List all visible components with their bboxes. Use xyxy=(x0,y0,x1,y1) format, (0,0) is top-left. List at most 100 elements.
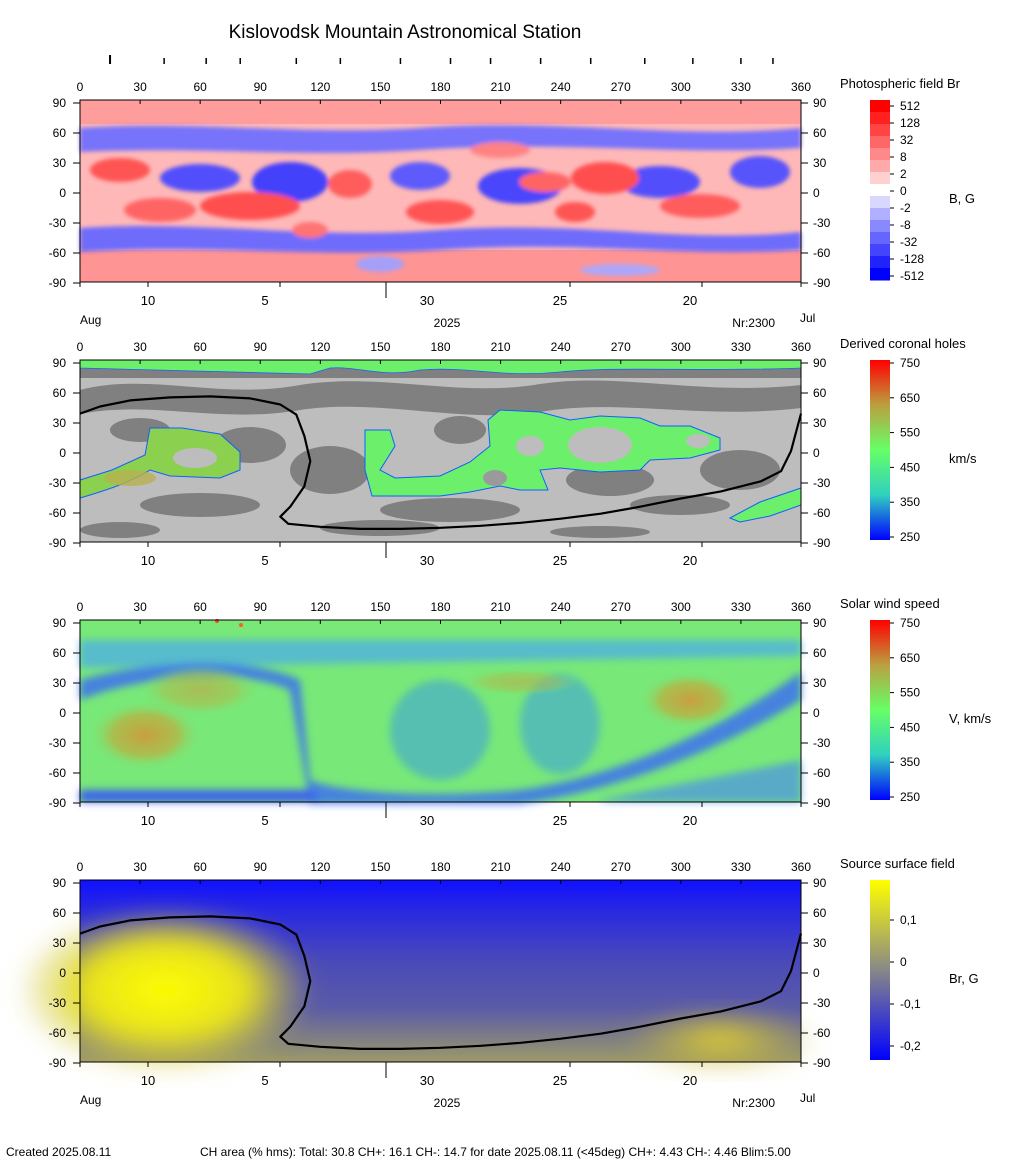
lat-tick-label-left: 30 xyxy=(53,676,67,690)
colorbar-label: 512 xyxy=(900,99,920,113)
colorbar-label: 32 xyxy=(900,133,914,147)
year-label: 2025 xyxy=(434,1096,461,1110)
lon-tick-label: 150 xyxy=(370,600,390,614)
lat-tick-label-right: 30 xyxy=(813,156,827,170)
date-tick-label: 25 xyxy=(553,1073,567,1088)
colorbar-label: 8 xyxy=(900,150,907,164)
lon-tick-label: 270 xyxy=(611,340,631,354)
lat-tick-label-left: -60 xyxy=(49,246,67,260)
lon-tick-label: 300 xyxy=(671,340,691,354)
lon-tick-label: 270 xyxy=(611,860,631,874)
lon-tick-label: 60 xyxy=(193,860,207,874)
lat-tick-label-left: 60 xyxy=(53,386,67,400)
month-left-label: Aug xyxy=(80,313,101,327)
lon-tick-label: 180 xyxy=(430,80,450,94)
lat-tick-label-right: -90 xyxy=(813,276,831,290)
lat-tick-label-right: 60 xyxy=(813,906,827,920)
photospheric-map xyxy=(80,100,801,282)
lon-tick-label: 330 xyxy=(731,80,751,94)
colorbar-band xyxy=(870,100,890,113)
date-tick-label: 30 xyxy=(420,293,434,308)
lat-tick-label-right: -90 xyxy=(813,536,831,550)
panel-title-source-surface: Source surface field xyxy=(840,856,955,871)
colorbar-label: 450 xyxy=(900,460,920,474)
lon-tick-label: 240 xyxy=(551,340,571,354)
colorbar-label: 0 xyxy=(900,184,907,198)
coronal-holes-map xyxy=(79,359,802,542)
lon-tick-label: 30 xyxy=(133,600,147,614)
lat-tick-label-left: -60 xyxy=(49,766,67,780)
lon-tick-label: 90 xyxy=(254,600,268,614)
colorbar-label: -32 xyxy=(900,235,918,249)
lat-tick-label-right: 30 xyxy=(813,416,827,430)
footer-summary: CH area (% hms): Total: 30.8 CH+: 16.1 C… xyxy=(200,1145,791,1159)
date-tick-label: 5 xyxy=(261,1073,268,1088)
panel-coronal-holes xyxy=(79,359,802,543)
lon-tick-label: 120 xyxy=(310,340,330,354)
lon-tick-label: 210 xyxy=(491,600,511,614)
colorbar-label: -128 xyxy=(900,252,924,266)
colorbar-band xyxy=(870,124,890,137)
lon-tick-label: 240 xyxy=(551,80,571,94)
lon-tick-label: 210 xyxy=(491,80,511,94)
colorbar-band xyxy=(870,208,890,221)
lat-tick-label-right: -30 xyxy=(813,736,831,750)
panel-photospheric xyxy=(79,99,802,283)
lon-tick-label: 360 xyxy=(791,80,811,94)
lat-tick-label-right: 90 xyxy=(813,876,827,890)
lon-tick-label: 240 xyxy=(551,860,571,874)
lat-tick-label-right: 90 xyxy=(813,356,827,370)
colorbar-label: 0,1 xyxy=(900,913,917,927)
lat-tick-label-left: 90 xyxy=(53,876,67,890)
date-tick-label: 20 xyxy=(683,1073,697,1088)
unit-label-solar-wind: V, km/s xyxy=(949,711,992,726)
date-tick-label: 30 xyxy=(420,553,434,568)
lon-tick-label: 0 xyxy=(77,80,84,94)
lat-tick-label-left: 60 xyxy=(53,906,67,920)
lon-tick-label: 240 xyxy=(551,600,571,614)
lon-tick-label: 180 xyxy=(430,340,450,354)
colorbar-band xyxy=(870,196,890,209)
colorbar-band xyxy=(870,148,890,161)
colorbar-solar-wind xyxy=(870,620,890,800)
lon-tick-label: 150 xyxy=(370,340,390,354)
unit-label-photospheric: B, G xyxy=(949,191,975,206)
panel-title-solar-wind: Solar wind speed xyxy=(840,596,940,611)
lon-tick-label: 210 xyxy=(491,340,511,354)
lon-tick-label: 360 xyxy=(791,340,811,354)
panel-source-surface xyxy=(15,879,820,1075)
lon-tick-label: 300 xyxy=(671,860,691,874)
lat-tick-label-right: -30 xyxy=(813,476,831,490)
lat-tick-label-left: -30 xyxy=(49,476,67,490)
lat-tick-label-left: -30 xyxy=(49,996,67,1010)
month-right-label: Jul xyxy=(800,311,815,325)
lat-tick-label-left: 30 xyxy=(53,936,67,950)
date-tick-label: 25 xyxy=(553,293,567,308)
lat-tick-label-right: -90 xyxy=(813,1056,831,1070)
colorbar-label: 750 xyxy=(900,616,920,630)
lon-tick-label: 60 xyxy=(193,600,207,614)
lat-tick-label-right: 0 xyxy=(813,186,820,200)
lon-tick-label: 60 xyxy=(193,340,207,354)
colorbar-label: 650 xyxy=(900,391,920,405)
colorbar-label: 0 xyxy=(900,955,907,969)
lon-tick-label: 120 xyxy=(310,860,330,874)
colorbar-band xyxy=(870,244,890,257)
colorbar-label: -8 xyxy=(900,218,911,232)
lon-tick-label: 120 xyxy=(310,600,330,614)
lat-tick-label-left: 0 xyxy=(59,966,66,980)
date-tick-label: 30 xyxy=(420,1073,434,1088)
lat-tick-label-left: 0 xyxy=(59,706,66,720)
date-tick-label: 10 xyxy=(141,293,155,308)
month-left-label: Aug xyxy=(80,1093,101,1107)
lon-tick-label: 90 xyxy=(254,80,268,94)
lat-tick-label-right: -30 xyxy=(813,996,831,1010)
lon-tick-label: 270 xyxy=(611,80,631,94)
colorbar-band xyxy=(870,232,890,245)
unit-label-source-surface: Br, G xyxy=(949,971,979,986)
date-tick-label: 20 xyxy=(683,553,697,568)
lon-tick-label: 30 xyxy=(133,340,147,354)
colorbar-band xyxy=(870,136,890,149)
